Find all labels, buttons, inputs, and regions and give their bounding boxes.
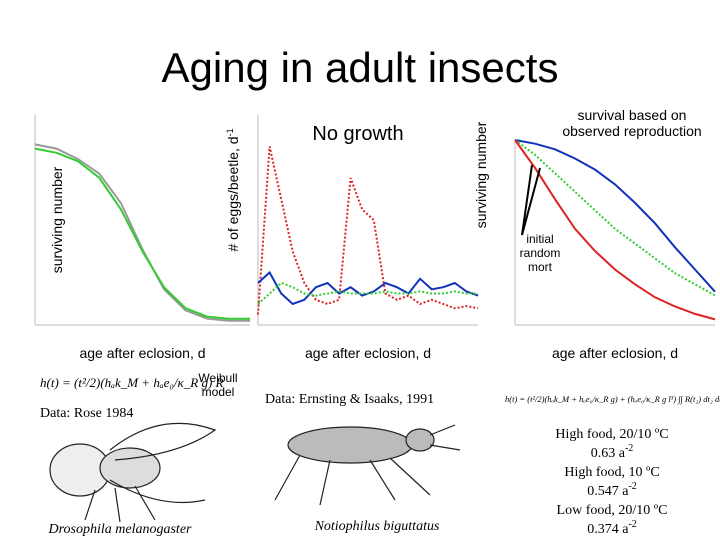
y-axis-label-text: surviving number <box>49 166 65 273</box>
title: Aging in adult insects <box>162 44 559 91</box>
beetle-drawing <box>274 424 461 506</box>
annotation: survival based on observed reproduction <box>562 107 701 139</box>
series-line <box>257 270 479 306</box>
series-line <box>34 143 250 322</box>
condition-text: 0.547 a <box>587 484 629 499</box>
condition: Low food, 20/10 ºC <box>557 503 668 518</box>
condition-text: 0.63 a <box>591 446 626 461</box>
weibull-label: Weibull <box>198 371 237 385</box>
condition-sup: -2 <box>628 519 636 530</box>
condition-text: Low food, 20/10 ºC <box>557 503 668 518</box>
x-axis-label: age after eclosion, d <box>552 345 678 361</box>
condition: 0.374 a-2 <box>587 519 637 537</box>
condition-sup: -2 <box>628 481 636 492</box>
condition-text: 0.374 a <box>587 522 629 537</box>
y2-axis-label: surviving number <box>473 121 489 228</box>
data-source: Data: Rose 1984 <box>40 406 133 421</box>
x-axis-label: age after eclosion, d <box>305 345 431 361</box>
annotation-line: survival based on <box>578 107 687 123</box>
annotation-2: random <box>520 246 561 260</box>
annotation-2: initial <box>526 232 553 246</box>
condition: High food, 10 ºC <box>564 465 659 480</box>
annotation-2: mort <box>528 260 553 274</box>
condition: 0.547 a-2 <box>587 481 637 499</box>
condition-text: High food, 10 ºC <box>564 465 659 480</box>
arrow <box>521 164 533 236</box>
series-line <box>257 281 478 305</box>
x-axis-label: age after eclosion, d <box>79 345 205 361</box>
series-line <box>514 139 716 293</box>
species-name: Notiophilus biguttatus <box>314 519 440 534</box>
annotation: No growth <box>312 123 403 145</box>
series-line <box>257 146 479 315</box>
species-name: Drosophila melanogaster <box>48 522 193 537</box>
equation: h(t) = (t²/2)(hₐk_M + hₐe₀/κ_R g) R <box>40 375 224 390</box>
condition-text: High food, 20/10 ºC <box>555 427 668 442</box>
condition-sup: -2 <box>625 443 633 454</box>
y-axis-label: surviving number <box>49 166 65 273</box>
condition: 0.63 a-2 <box>591 443 634 461</box>
equation: h(t) = (t²/2)(hₐk_M + hₐe₀/κ_R g) + (hₐe… <box>505 394 720 405</box>
weibull-label: model <box>202 385 235 399</box>
y-axis-label: # of eggs/beetle, d-1 <box>225 128 241 251</box>
series-line <box>514 139 716 321</box>
fly-drawing <box>49 422 217 523</box>
y-axis-label-text: # of eggs/beetle, d <box>225 136 241 251</box>
annotation-line: observed reproduction <box>562 123 701 139</box>
data-source: Data: Ernsting & Isaaks, 1991 <box>265 392 434 407</box>
y-axis-label-sup: -1 <box>225 128 235 136</box>
condition: High food, 20/10 ºC <box>555 427 668 442</box>
arrow <box>521 167 541 236</box>
series-line <box>514 139 716 297</box>
series-line <box>34 147 250 320</box>
